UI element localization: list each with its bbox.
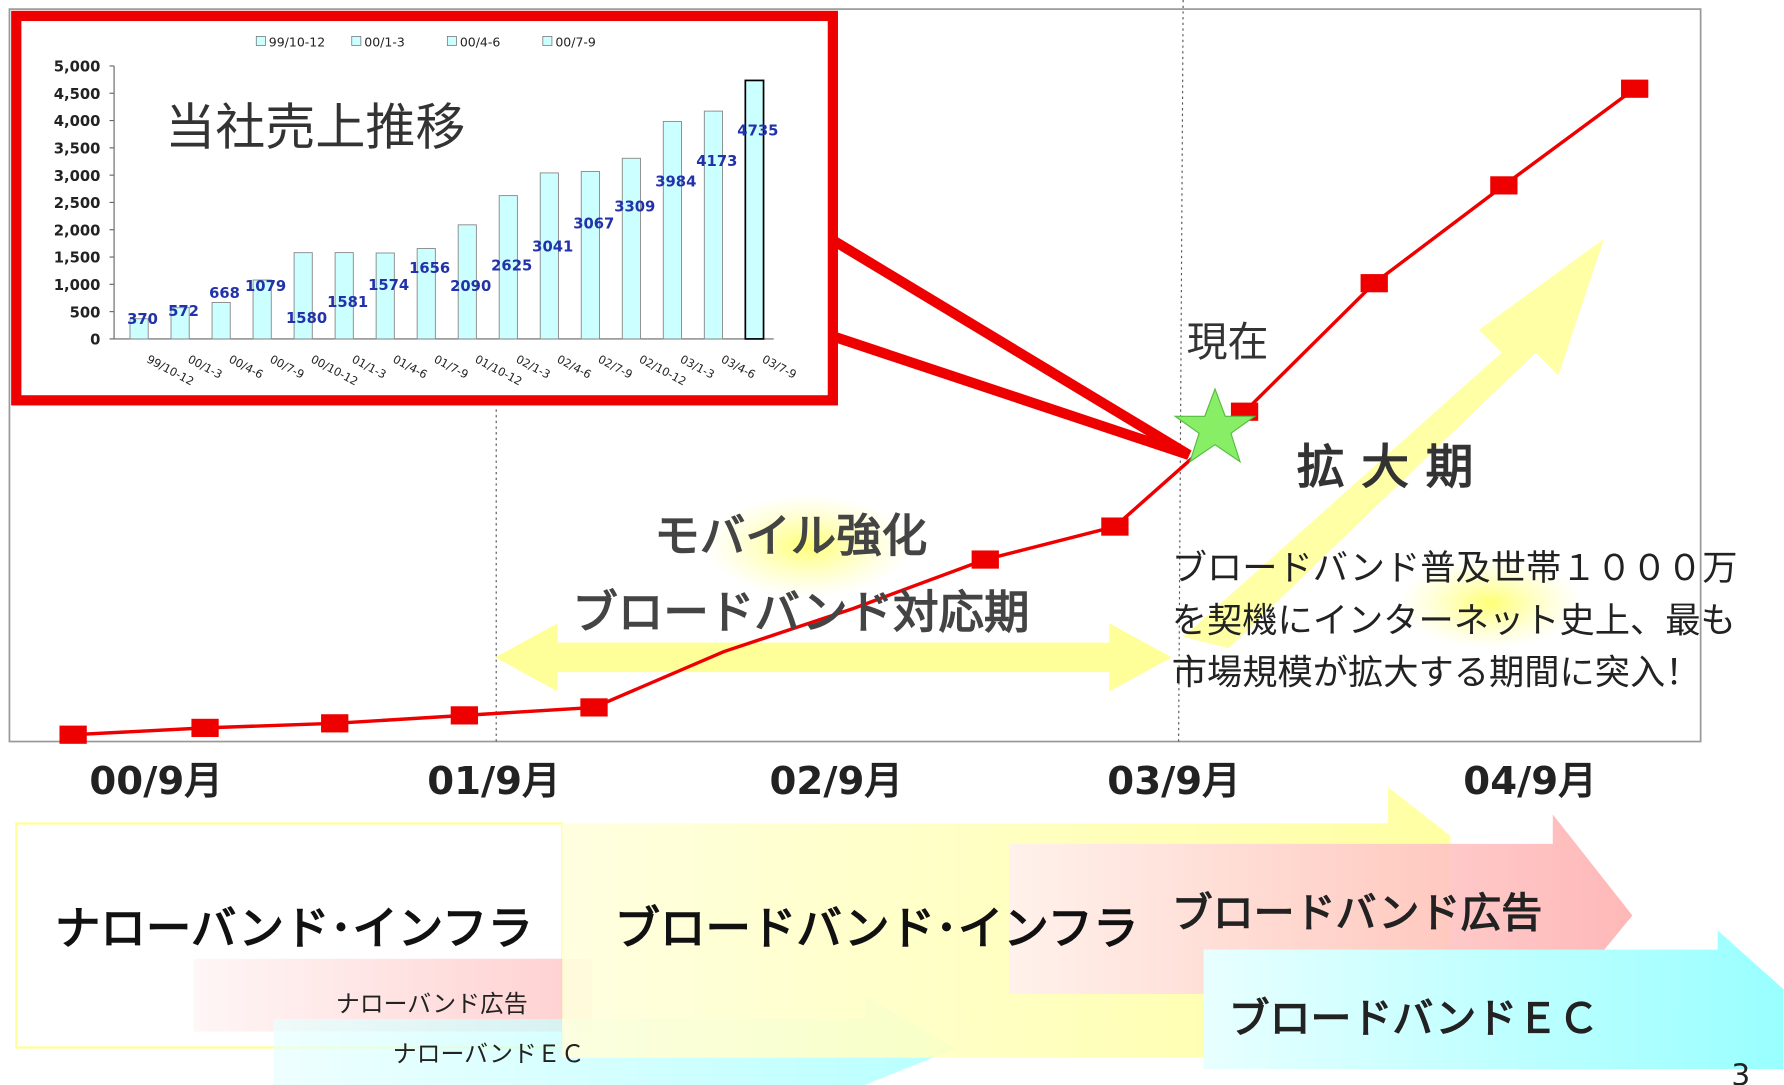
value-label: 4173 — [696, 153, 737, 170]
bar — [211, 301, 231, 340]
bar — [457, 224, 477, 340]
bar — [621, 157, 641, 340]
y-tick-label: 3,000 — [54, 168, 101, 185]
legend-label: 00/7-9 — [555, 35, 596, 50]
mobile-label: モバイル強化 — [654, 510, 927, 563]
page-number: 3 — [1731, 1058, 1750, 1085]
band-label: ブロードバンドＥＣ — [1229, 995, 1599, 1043]
value-label: 1581 — [327, 294, 368, 311]
bar — [580, 171, 600, 340]
value-label: 3309 — [614, 199, 655, 216]
legend-swatch — [351, 36, 362, 46]
value-label: 4735 — [737, 122, 778, 139]
band-label: ブロードバンド･インフラ — [614, 902, 1138, 955]
bar — [498, 195, 518, 340]
legend-label: 00/4-6 — [460, 35, 501, 50]
value-label: 1574 — [368, 277, 409, 294]
bar — [170, 307, 190, 340]
timeline-label: 04/9月 — [1463, 759, 1596, 804]
value-label: 3984 — [655, 174, 696, 191]
legend-swatch — [255, 36, 266, 46]
description: 市場規模が拡大する期間に突入！ — [1172, 653, 1701, 694]
value-label: 572 — [168, 303, 199, 320]
band-label: ナローバンド･インフラ — [55, 902, 533, 955]
timeline-label: 03/9月 — [1107, 759, 1240, 804]
y-tick-label: 1,000 — [54, 277, 101, 294]
now-label: 現在 — [1187, 318, 1269, 366]
band-label: ナローバンドＥＣ — [393, 1040, 585, 1068]
legend-swatch — [542, 36, 553, 46]
y-tick-label: 5,000 — [54, 59, 101, 76]
now-star — [1173, 387, 1257, 464]
y-tick-label: 4,500 — [54, 86, 101, 103]
timeline-label: 01/9月 — [427, 759, 560, 804]
value-label: 1079 — [245, 278, 286, 295]
value-label: 2090 — [450, 278, 491, 295]
y-tick-label: 1,500 — [54, 250, 101, 267]
legend-label: 00/1-3 — [364, 35, 405, 50]
description: を契機にインターネット史上、最も — [1172, 600, 1736, 641]
bar — [334, 252, 354, 340]
growth-arrow — [1183, 238, 1604, 649]
narrowband-ad-arrow — [193, 958, 592, 1032]
timeline-label: 02/9月 — [770, 759, 903, 804]
value-label: 370 — [127, 311, 158, 328]
trend-markers — [59, 79, 1649, 744]
bar — [539, 172, 559, 340]
legend-swatch — [446, 36, 457, 46]
bar — [416, 248, 436, 340]
y-tick-label: 3,500 — [54, 141, 101, 158]
bar — [703, 110, 723, 340]
period-arrow — [495, 623, 1172, 692]
bar — [744, 79, 765, 340]
bar — [293, 252, 313, 340]
value-label: 3067 — [573, 216, 614, 233]
description: ブロードバンド普及世帯１０００万 — [1172, 548, 1738, 589]
band-label: ナローバンド広告 — [336, 990, 528, 1018]
bar — [662, 120, 682, 340]
y-tick-label: 4,000 — [54, 113, 101, 130]
value-label: 1580 — [286, 310, 327, 327]
y-tick-label: 2,000 — [54, 222, 101, 239]
legend-label: 99/10-12 — [269, 35, 325, 50]
y-tick-label: 500 — [70, 304, 101, 321]
bar — [252, 279, 272, 340]
glow — [1399, 557, 1582, 649]
broadband-ec-arrow — [1203, 930, 1784, 1070]
phase-label: 拡 大 期 — [1297, 440, 1474, 495]
glow — [705, 494, 911, 598]
y-tick-label: 0 — [90, 332, 100, 349]
value-label: 1656 — [409, 260, 450, 277]
divider — [1178, 0, 1184, 742]
band-label: ブロードバンド広告 — [1172, 889, 1542, 937]
bar — [375, 252, 395, 340]
y-tick-label: 2,500 — [54, 195, 101, 212]
value-label: 668 — [209, 285, 240, 302]
period-label: ブロードバンド対応期 — [572, 586, 1029, 639]
timeline-label: 00/9月 — [89, 759, 222, 804]
bar — [129, 318, 149, 340]
value-label: 2625 — [491, 258, 532, 275]
inset-title: 当社売上推移 — [165, 98, 465, 156]
value-label: 3041 — [532, 238, 573, 255]
